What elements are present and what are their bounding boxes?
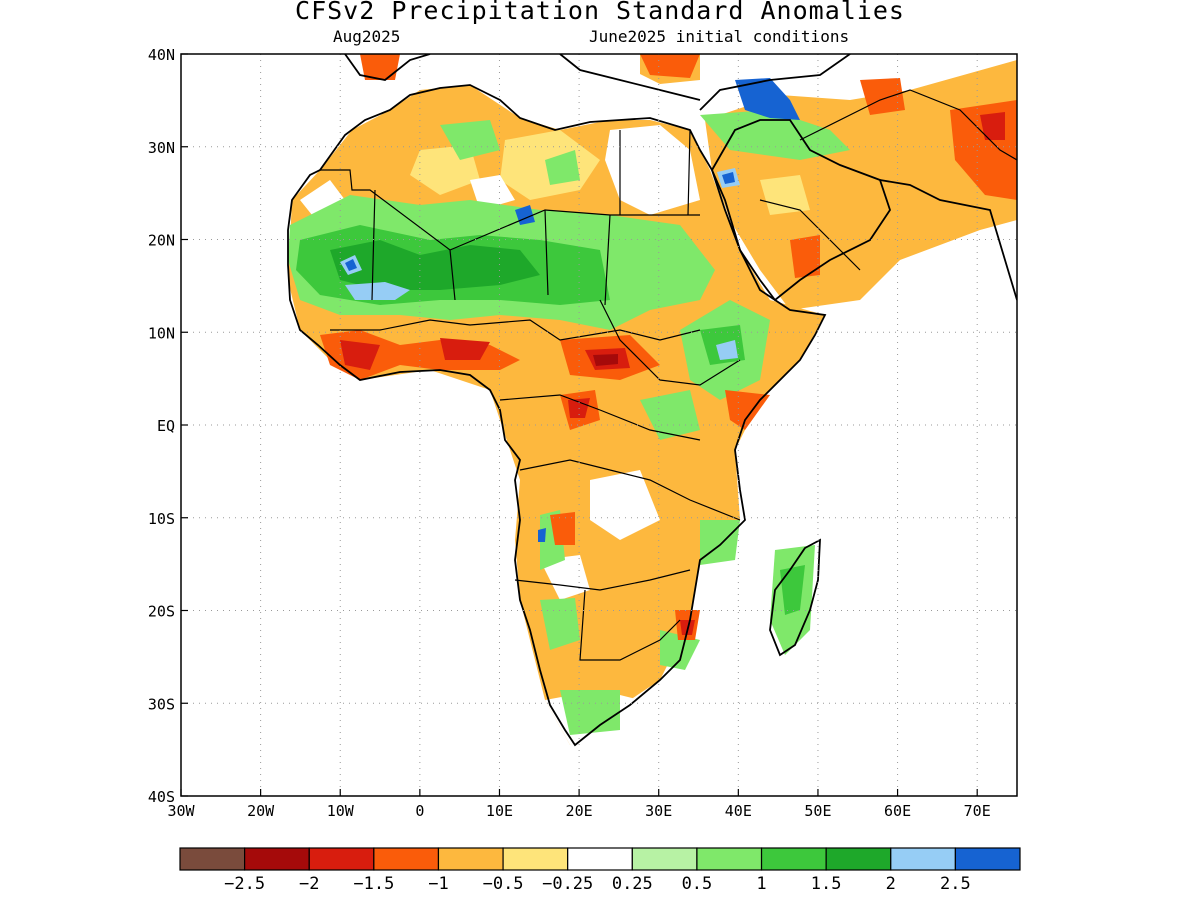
valid-month: Aug2025 <box>333 27 401 46</box>
colorbar-label: 0.5 <box>682 874 713 894</box>
red-shading <box>340 112 1005 635</box>
lon-tick-label: 0 <box>415 802 424 820</box>
colorbar-swatch <box>760 847 827 871</box>
lat-tick-label: 30N <box>148 139 175 157</box>
colorbar-swatch <box>696 847 763 871</box>
colorbar-swatch <box>567 847 633 871</box>
lon-tick-label: 20W <box>247 802 275 820</box>
lon-tick-label: 20E <box>566 802 593 820</box>
colorbar-label: 1 <box>756 874 766 894</box>
europe-coastline <box>344 54 701 101</box>
colorbar-swatch <box>502 847 569 871</box>
arabia-coastline <box>711 119 891 302</box>
coastlines <box>287 54 1017 747</box>
colorbar-label: 2 <box>886 874 896 894</box>
dark-green-shading <box>330 240 540 290</box>
country-borders <box>320 89 1017 661</box>
colorbar-swatch <box>631 847 698 871</box>
latitude-labels: 40N 30N 20N 10N EQ 10S 20S 30S 40S <box>148 46 188 806</box>
colorbar-label: 2.5 <box>940 874 971 894</box>
lon-tick-label: 10W <box>327 802 355 820</box>
lat-tick-label: 40N <box>148 46 175 64</box>
colorbar-swatch <box>373 847 440 871</box>
asia-coastline <box>699 54 1017 301</box>
colorbar-label: −2 <box>299 874 319 894</box>
longitude-labels: 30W 20W 10W 0 10E 20E 30E 40E 50E 60E 70E <box>167 789 991 820</box>
lat-tick-label: 30S <box>148 695 175 713</box>
colorbar-label: −0.5 <box>483 874 524 894</box>
colorbar-swatch <box>179 847 246 871</box>
lat-tick-label: EQ <box>157 417 175 435</box>
colorbar-label: 1.5 <box>811 874 842 894</box>
initial-conditions: June2025 initial conditions <box>589 27 850 46</box>
colorbar-swatch <box>954 847 1021 871</box>
lat-tick-label: 40S <box>148 788 175 806</box>
colorbar-swatch <box>825 847 892 871</box>
colorbar-swatch <box>244 847 310 871</box>
blue-shading <box>340 78 800 542</box>
dark-red-shading <box>593 354 618 366</box>
lat-tick-label: 10S <box>148 510 175 528</box>
colorbar-swatch <box>308 847 375 871</box>
colorbar-swatch <box>890 847 956 871</box>
map-title: CFSv2 Precipitation Standard Anomalies <box>295 0 905 25</box>
lat-tick-label: 20N <box>148 232 175 250</box>
colorbar-labels: −2.5 −2 −1.5 −1 −0.5 −0.25 0.25 0.5 1 1.5 2 2.5 <box>224 874 971 894</box>
africa-coastline <box>287 84 827 747</box>
colorbar-label: −2.5 <box>224 874 265 894</box>
lon-tick-label: 50E <box>804 802 831 820</box>
lon-tick-label: 30W <box>167 802 195 820</box>
colorbar-label: −1.5 <box>353 874 394 894</box>
orange-shading <box>320 54 1017 640</box>
graticule <box>181 54 1017 796</box>
colorbar-swatch <box>437 847 504 871</box>
lon-tick-label: 10E <box>486 802 513 820</box>
lon-tick-label: 70E <box>964 802 991 820</box>
madagascar-coastline <box>769 538 821 657</box>
colorbar-label: −1 <box>428 874 448 894</box>
lat-tick-label: 20S <box>148 603 175 621</box>
colorbar <box>179 847 1021 871</box>
lat-tick-label: 10N <box>148 324 175 342</box>
lon-tick-label: 30E <box>645 802 672 820</box>
colorbar-label: −0.25 <box>542 874 593 894</box>
lon-tick-label: 60E <box>884 802 911 820</box>
lon-tick-label: 40E <box>725 802 752 820</box>
colorbar-label: 0.25 <box>612 874 653 894</box>
anomaly-shading <box>288 54 1017 745</box>
